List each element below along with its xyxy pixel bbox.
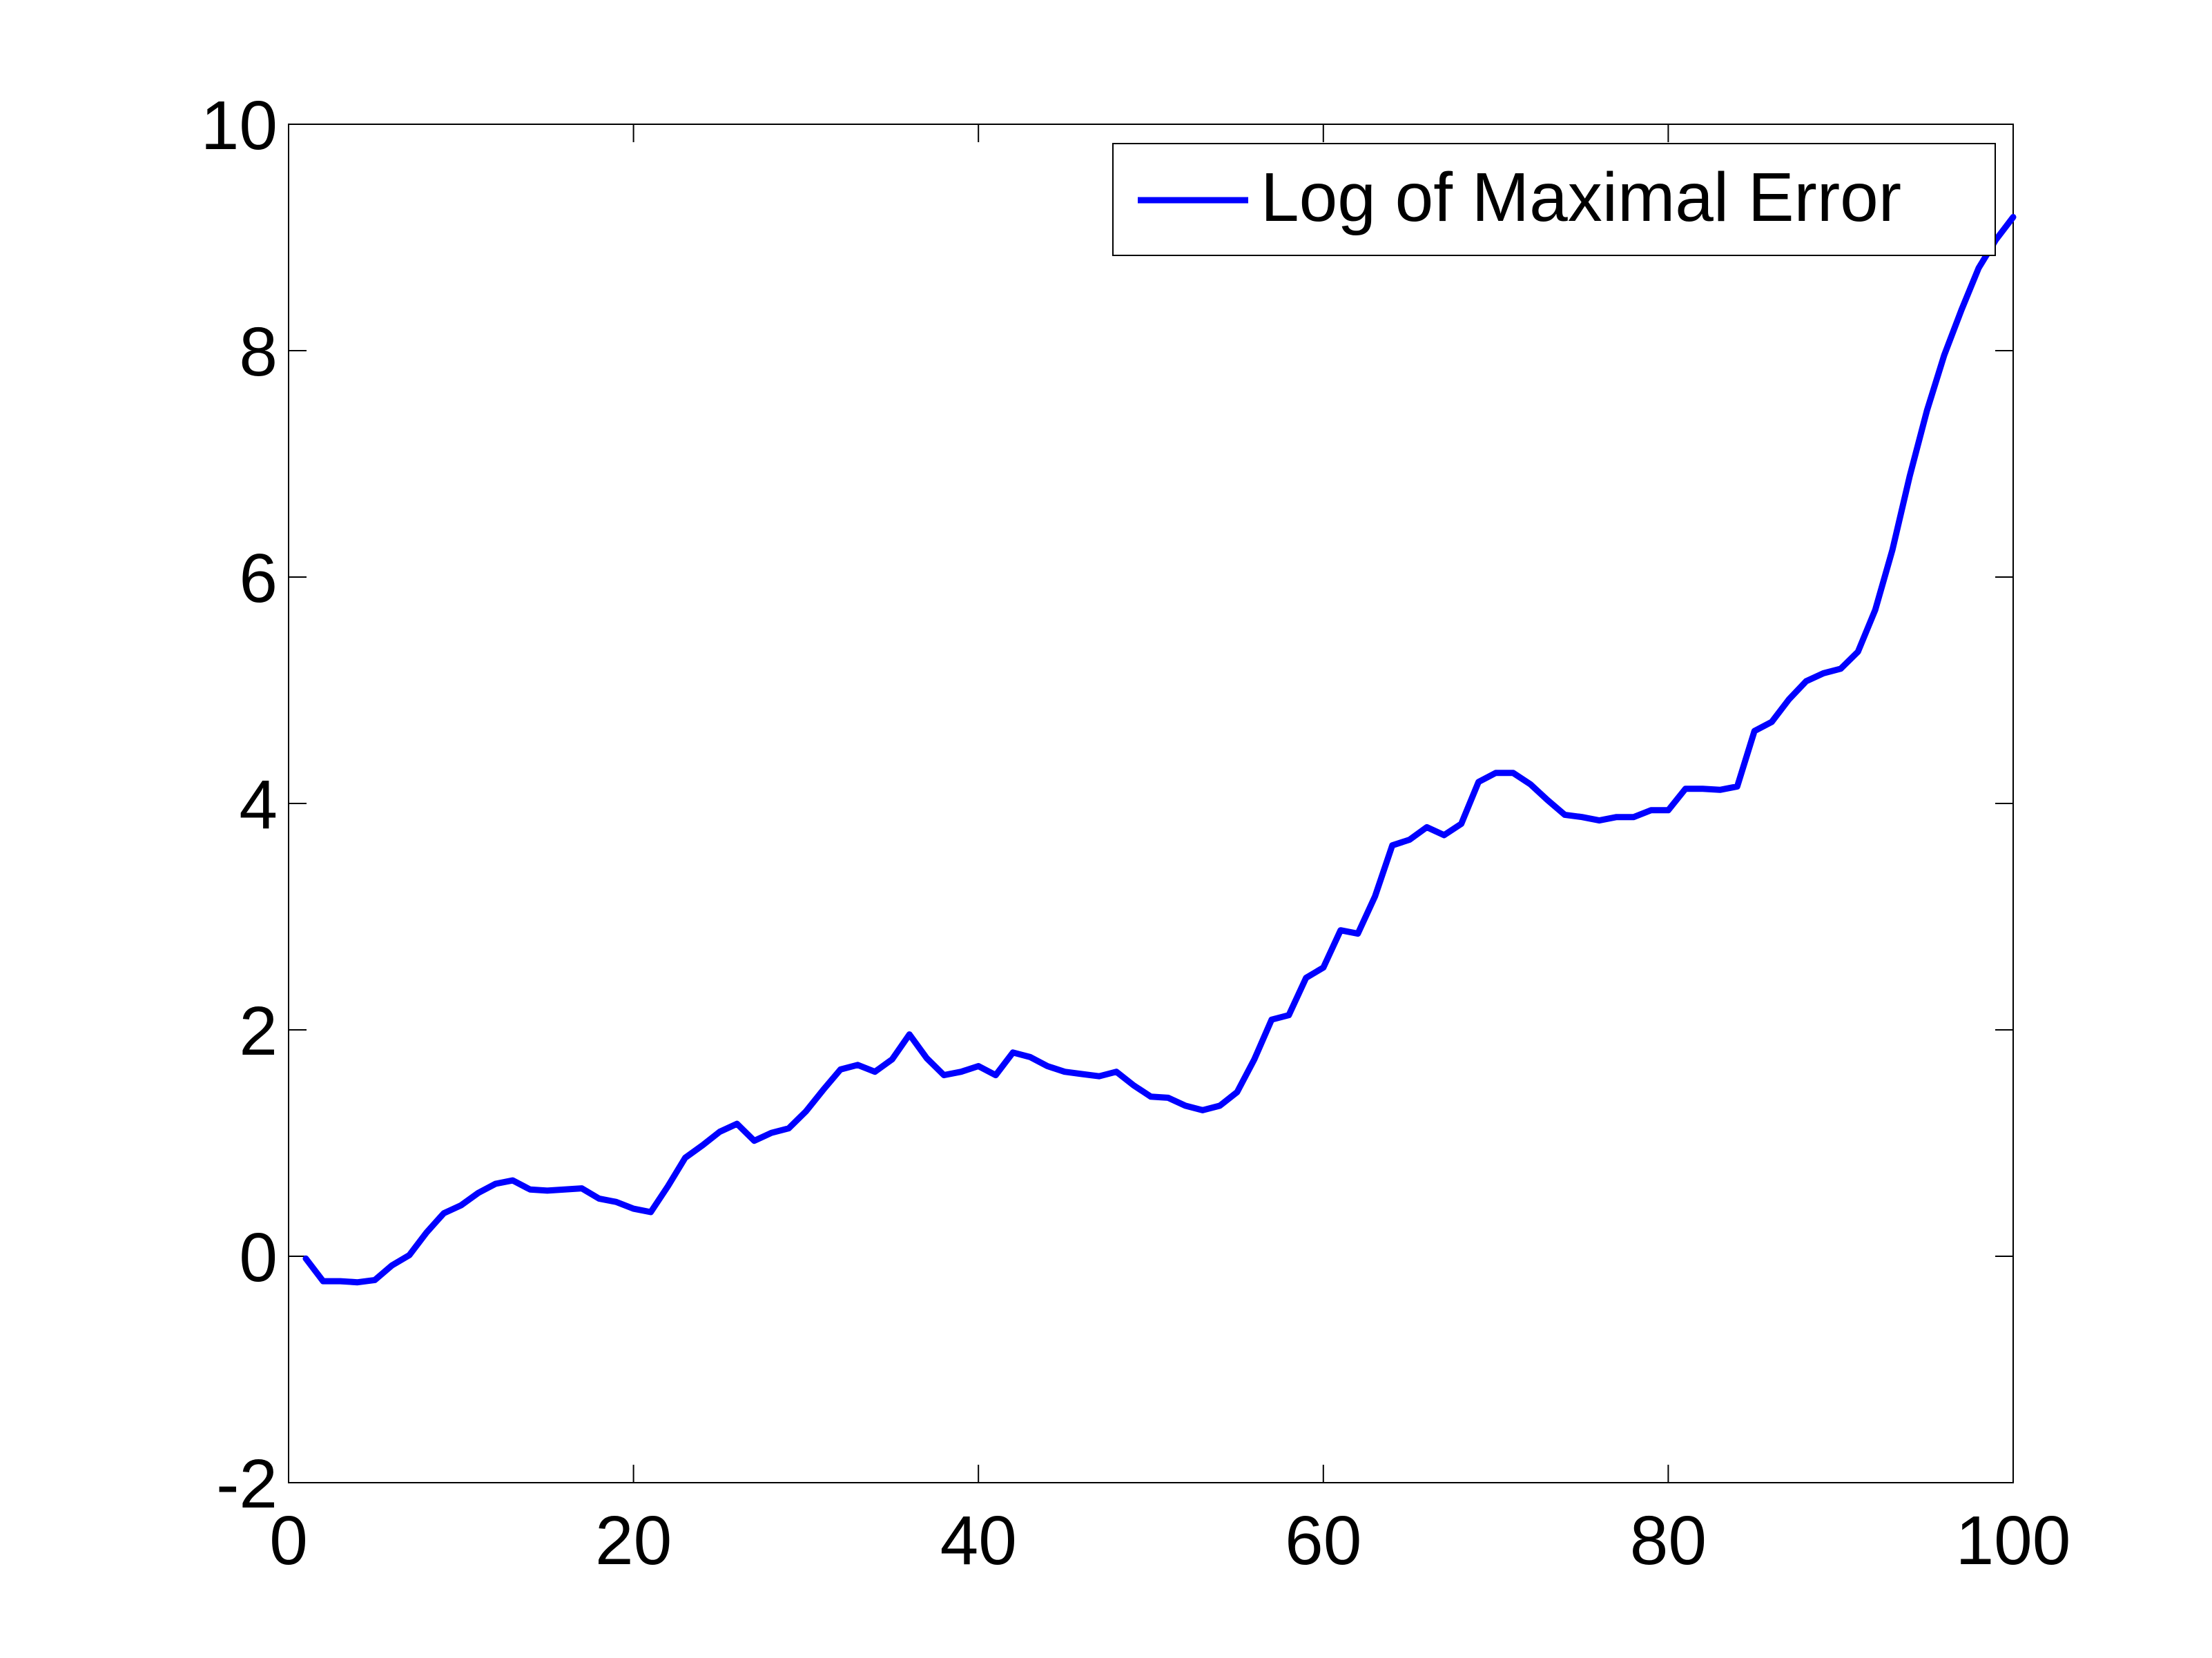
- y-tick-label: 4: [239, 766, 278, 843]
- y-tick-label: 6: [239, 540, 278, 617]
- x-tick-label: 20: [595, 1502, 672, 1579]
- legend-label: Log of Maximal Error: [1261, 159, 1901, 236]
- y-tick-label: -2: [216, 1445, 278, 1523]
- x-tick-label: 100: [1956, 1502, 2071, 1579]
- legend: Log of Maximal Error: [1112, 143, 1996, 256]
- series-lines: [302, 214, 2017, 1286]
- x-tick-label: 80: [1630, 1502, 1707, 1579]
- x-tick-label: 40: [940, 1502, 1017, 1579]
- x-tick-label: 0: [269, 1502, 308, 1579]
- plot-area: [289, 124, 2013, 1483]
- series-line: [302, 214, 2017, 1286]
- y-tick-label: 10: [201, 87, 278, 164]
- legend-box: [1112, 143, 1996, 256]
- y-tick-label: 2: [239, 993, 278, 1070]
- y-tick-label: 0: [239, 1219, 278, 1296]
- x-tick-label: 60: [1285, 1502, 1361, 1579]
- y-tick-label: 8: [239, 313, 278, 391]
- plot-frame: [288, 124, 2014, 1483]
